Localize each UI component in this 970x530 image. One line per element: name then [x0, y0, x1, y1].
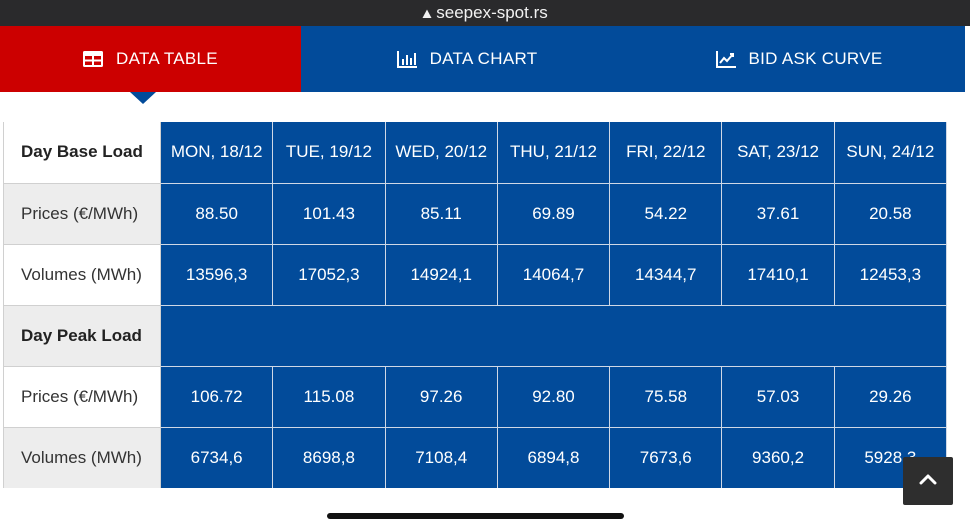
price-cell: 88.50	[159, 182, 274, 245]
volume-cell: 7108,4	[384, 426, 498, 488]
day-header: THU, 21/12	[496, 122, 611, 184]
bar-chart-icon	[396, 50, 417, 68]
price-cell: 97.26	[384, 365, 498, 428]
url-text[interactable]: seepex-spot.rs	[436, 3, 548, 22]
price-cell: 29.26	[833, 365, 948, 428]
table-row-base-prices: Prices (€/MWh) 88.50 101.43 85.11 69.89 …	[3, 182, 948, 245]
day-header: TUE, 19/12	[272, 122, 386, 184]
price-cell: 85.11	[384, 182, 498, 245]
peak-header-blank	[160, 304, 947, 367]
price-cell: 92.80	[496, 365, 611, 428]
day-header: MON, 18/12	[159, 122, 274, 184]
prices-label: Prices (€/MWh)	[3, 365, 161, 428]
volume-cell: 17410,1	[721, 243, 835, 306]
volume-cell: 14344,7	[609, 243, 723, 306]
base-load-title: Day Base Load	[3, 122, 161, 184]
page-bottom	[0, 490, 970, 530]
tab-data-chart[interactable]: DATA CHART	[301, 26, 633, 92]
price-cell: 57.03	[721, 365, 835, 428]
table-row-peak-header: Day Peak Load	[3, 304, 947, 367]
browser-url-bar[interactable]: seepex-spot.rs	[0, 0, 970, 26]
price-cell: 75.58	[609, 365, 723, 428]
tab-data-table-label: DATA TABLE	[116, 49, 218, 68]
price-cell: 101.43	[272, 182, 386, 245]
volume-cell: 12453,3	[833, 243, 948, 306]
tab-data-table[interactable]: DATA TABLE	[0, 26, 301, 92]
volume-cell: 6894,8	[496, 426, 611, 488]
price-cell: 106.72	[159, 365, 274, 428]
table-row-peak-prices: Prices (€/MWh) 106.72 115.08 97.26 92.80…	[3, 365, 948, 428]
day-header: SAT, 23/12	[721, 122, 835, 184]
spot-data-table: Day Base Load MON, 18/12 TUE, 19/12 WED,…	[3, 122, 948, 490]
table-row-peak-volumes: Volumes (MWh) 6734,6 8698,8 7108,4 6894,…	[3, 426, 948, 488]
prices-label: Prices (€/MWh)	[3, 182, 161, 245]
price-cell: 54.22	[609, 182, 723, 245]
volume-cell: 7673,6	[609, 426, 723, 488]
tab-bid-ask-curve-label: BID ASK CURVE	[748, 49, 883, 68]
volume-cell: 14924,1	[384, 243, 498, 306]
chevron-up-icon	[919, 472, 937, 490]
volume-cell: 14064,7	[496, 243, 611, 306]
day-header: WED, 20/12	[384, 122, 498, 184]
tab-data-chart-label: DATA CHART	[429, 49, 538, 68]
volume-cell: 9360,2	[721, 426, 835, 488]
active-tab-pointer	[130, 92, 156, 104]
table-row-base-volumes: Volumes (MWh) 13596,3 17052,3 14924,1 14…	[3, 243, 948, 306]
home-indicator[interactable]	[327, 513, 624, 519]
volume-cell: 8698,8	[272, 426, 386, 488]
tab-bid-ask-curve[interactable]: BID ASK CURVE	[633, 26, 965, 92]
day-header: FRI, 22/12	[609, 122, 723, 184]
volume-cell: 6734,6	[159, 426, 274, 488]
day-header: SUN, 24/12	[833, 122, 948, 184]
line-chart-icon	[715, 50, 736, 68]
lock-icon	[422, 9, 432, 19]
table-icon	[83, 50, 104, 68]
scroll-to-top-button[interactable]	[903, 457, 953, 505]
price-cell: 37.61	[721, 182, 835, 245]
volumes-label: Volumes (MWh)	[3, 426, 161, 488]
view-tabs: DATA TABLE DATA CHART BID ASK CURVE	[0, 26, 965, 92]
peak-load-title: Day Peak Load	[3, 304, 161, 367]
table-row-base-header: Day Base Load MON, 18/12 TUE, 19/12 WED,…	[3, 122, 948, 184]
price-cell: 20.58	[833, 182, 948, 245]
volumes-label: Volumes (MWh)	[3, 243, 161, 306]
tabs-edge	[965, 26, 970, 92]
volume-cell: 17052,3	[272, 243, 386, 306]
price-cell: 115.08	[272, 365, 386, 428]
volume-cell: 13596,3	[159, 243, 274, 306]
price-cell: 69.89	[496, 182, 611, 245]
